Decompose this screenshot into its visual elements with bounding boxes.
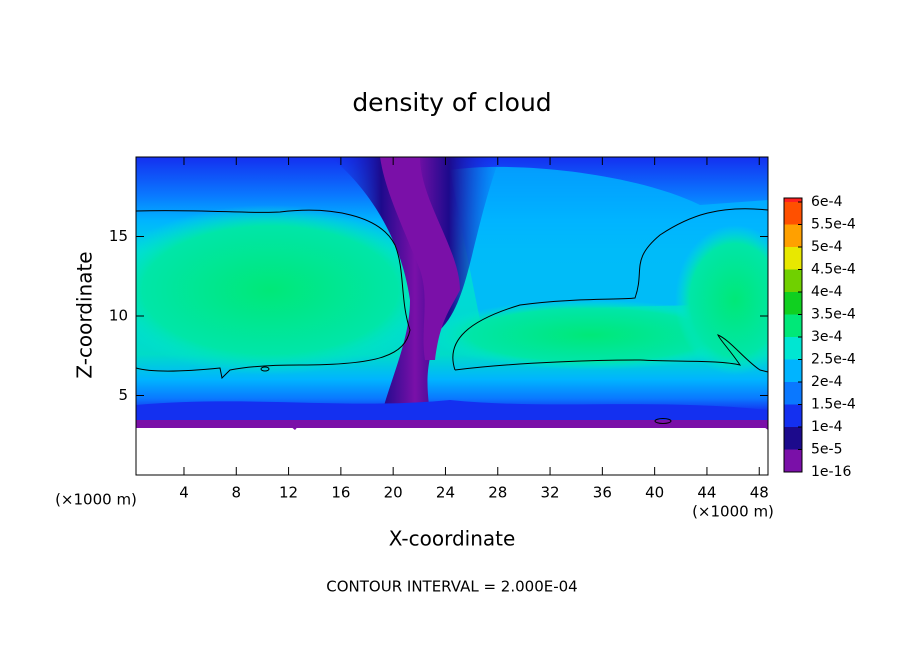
colorbar-label: 1e-4 [811,419,843,435]
colorbar-band [784,359,802,382]
colorbar-top [784,198,802,202]
colorbar-label: 6e-4 [811,194,843,210]
colorbar-band [784,382,802,405]
colorbar-label: 5e-4 [811,239,843,255]
colorbar-band [784,404,802,427]
x-axis-label: X-coordinate [389,527,516,551]
x-tick-label: 40 [645,484,664,502]
colorbar-label: 3.5e-4 [811,307,856,323]
colorbar-label: 4e-4 [811,284,843,300]
y-tick-label: 10 [109,307,128,325]
x-tick-label: 36 [593,484,612,502]
colorbar-label: 5.5e-4 [811,217,856,233]
x-tick-label: 32 [541,484,560,502]
colorbar-label: 3e-4 [811,329,843,345]
colorbar-label: 4.5e-4 [811,262,856,278]
x-tick-label: 44 [697,484,716,502]
colorbar-band [784,427,802,450]
colorbar-band [784,247,802,270]
footnote: CONTOUR INTERVAL = 2.000E-04 [326,578,577,596]
colorbar-band [784,202,802,225]
x-tick-label: 20 [384,484,403,502]
x-tick-label: 8 [232,484,242,502]
colorbar-band [784,449,802,472]
y-tick-label: 5 [118,386,128,404]
y-tick-label: 15 [109,227,128,245]
x-unit-label: (×1000 m) [55,491,137,509]
x-tick-label: 24 [436,484,455,502]
colorbar-band [784,224,802,247]
chart-title: density of cloud [352,88,551,117]
x-tick-label: 4 [179,484,189,502]
colorbar-frame [783,197,803,473]
colorbar-band [784,269,802,292]
colorbar-band [784,292,802,315]
x-tick-label: 16 [331,484,350,502]
colorbar-label: 5e-5 [811,442,842,458]
colorbar-band [784,337,802,360]
x-tick-label: 12 [279,484,298,502]
colorbar-label: 2.5e-4 [811,352,856,368]
x-tick-label: 48 [750,484,769,502]
colorbar-label: 1e-16 [811,464,851,480]
colorbar-band [784,314,802,337]
x-tick-label: 28 [488,484,507,502]
x-unit-label: (×1000 m) [692,503,774,521]
colorbar-label: 2e-4 [811,374,843,390]
colorbar-label: 1.5e-4 [811,397,856,413]
y-axis-label: Z-coordinate [73,251,97,378]
contour-field [136,157,768,475]
